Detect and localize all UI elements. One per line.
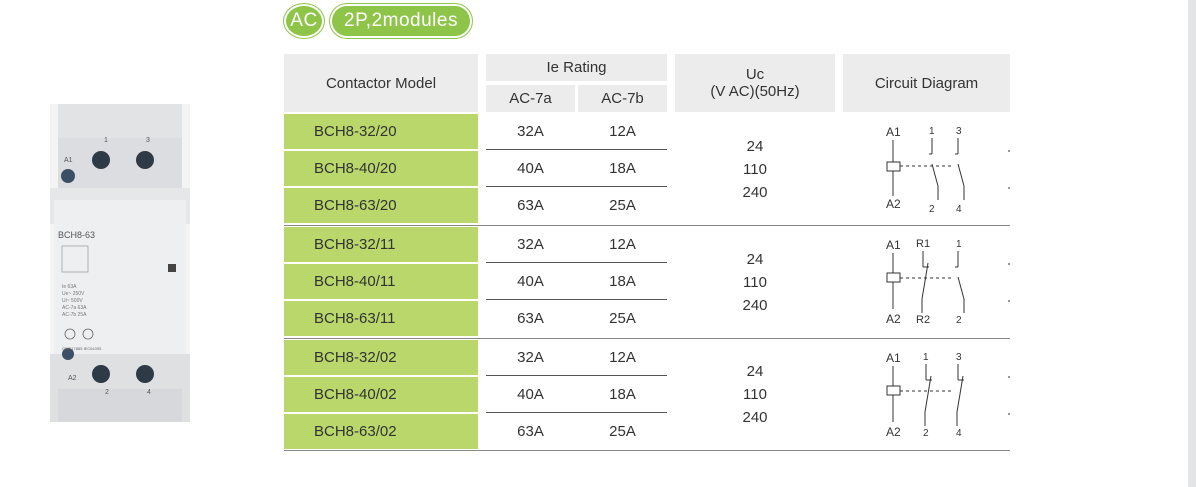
product-spec-1: Ue~ 250V — [62, 291, 85, 297]
config-badge: 2P,2modules — [330, 4, 472, 38]
product-spec-0: Ie 63A — [62, 284, 77, 290]
uc-voltage: 240 — [742, 183, 768, 201]
product-spec-2: Ui~ 500V — [62, 298, 83, 304]
circuit-diagram-2no: A1 A2 1 3 2 4 — [886, 125, 965, 215]
product-terminal-2: 2 — [105, 389, 109, 396]
contactor-spec-table: Contactor Model Ie Rating AC-7a AC-7b Uc… — [284, 54, 1010, 454]
uc-voltage: 240 — [742, 408, 768, 426]
ac7a-cell: 40A — [517, 386, 544, 403]
product-standards: GB/T17885 IEC61095 — [62, 346, 102, 351]
uc-voltage: 24 — [746, 137, 764, 155]
product-model-label: BCH8-63 — [58, 230, 95, 240]
uc-voltage-list: 24 110 240 — [675, 247, 835, 317]
diagram-top-right: 1 — [956, 239, 962, 250]
uc-voltage-list: 24 110 240 — [675, 359, 835, 429]
diagram-a1-label: A1 — [886, 238, 901, 252]
header-circuit: Circuit Diagram — [843, 54, 1010, 112]
model-cell: BCH8-40/20 — [284, 151, 478, 186]
uc-voltage: 110 — [743, 160, 767, 178]
header-model: Contactor Model — [284, 54, 478, 112]
diagram-a2-label: A2 — [886, 425, 901, 439]
ac7a-cell: 63A — [517, 310, 544, 327]
badge-group: AC 2P,2modules — [284, 4, 472, 42]
diagram-bottom-right: 4 — [956, 204, 962, 215]
diagram-top-right: 3 — [956, 352, 962, 363]
diagram-a1-label: A1 — [886, 125, 901, 139]
diagram-top-left: R1 — [916, 238, 930, 250]
uc-voltage: 24 — [746, 250, 764, 268]
product-terminal-4: 4 — [147, 389, 151, 396]
model-cell: BCH8-63/02 — [284, 414, 478, 449]
ac7b-cell: 12A — [609, 123, 636, 140]
circuit-diagram-2nc: A1 A2 1 3 2 4 — [886, 351, 964, 439]
ac7b-cell: 18A — [609, 160, 636, 177]
model-cell: BCH8-40/02 — [284, 377, 478, 412]
ac7a-cell: 32A — [517, 349, 544, 366]
model-cell: BCH8-32/20 — [284, 114, 478, 149]
diagram-bottom-right: 4 — [956, 428, 962, 439]
product-terminal-a2: A2 — [68, 375, 77, 382]
ac7a-cell: 32A — [517, 236, 544, 253]
uc-voltage: 110 — [743, 273, 767, 291]
diagram-bottom-left: R2 — [916, 314, 930, 326]
header-uc: Uc (V AC)(50Hz) — [675, 54, 835, 112]
ac7b-cell: 12A — [609, 349, 636, 366]
product-terminal-1: 1 — [104, 137, 108, 144]
diagram-top-right: 3 — [956, 126, 962, 137]
uc-voltage: 240 — [742, 296, 768, 314]
diagram-bottom-left: 2 — [929, 204, 935, 215]
ac-badge: AC — [284, 4, 324, 38]
model-cell: BCH8-63/20 — [284, 188, 478, 223]
uc-voltage: 24 — [746, 362, 764, 380]
ac7a-cell: 32A — [517, 123, 544, 140]
ac7a-cell: 40A — [517, 160, 544, 177]
ac7b-cell: 12A — [609, 236, 636, 253]
product-spec-3: AC-7a 63A — [62, 305, 87, 311]
diagram-a2-label: A2 — [886, 312, 901, 326]
circuit-diagram-1no1nc: A1 A2 R1 1 R2 2 — [886, 238, 965, 326]
diagram-a1-label: A1 — [886, 351, 901, 365]
model-cell: BCH8-63/11 — [284, 301, 478, 336]
ac7a-cell: 63A — [517, 197, 544, 214]
ac7b-cell: 25A — [609, 310, 636, 327]
product-spec-4: AC-7b 25A — [62, 312, 87, 318]
diagram-bottom-left: 2 — [923, 428, 929, 439]
header-uc-line1: Uc — [745, 66, 765, 83]
product-terminal-a1: A1 — [64, 157, 73, 164]
uc-voltage: 110 — [743, 385, 767, 403]
ac7b-cell: 25A — [609, 423, 636, 440]
diagram-a2-label: A2 — [886, 197, 901, 211]
model-cell: BCH8-32/11 — [284, 227, 478, 262]
right-edge-bar — [1188, 0, 1196, 487]
header-ac7a: AC-7a — [486, 85, 575, 112]
ac7a-cell: 63A — [517, 423, 544, 440]
uc-voltage-list: 24 110 240 — [675, 134, 835, 204]
diagram-top-left: 1 — [929, 126, 935, 137]
diagram-top-left: 1 — [923, 352, 929, 363]
model-cell: BCH8-32/02 — [284, 340, 478, 375]
header-ie-rating: Ie Rating — [486, 54, 667, 81]
header-ac7b: AC-7b — [578, 85, 667, 112]
diagram-bottom-right: 2 — [956, 315, 962, 326]
contactor-product-image: 1 3 A1 BCH8-63 Ie 63A Ue~ 250V Ui~ 500V … — [50, 104, 190, 422]
ac7b-cell: 25A — [609, 197, 636, 214]
ac7b-cell: 18A — [609, 386, 636, 403]
product-terminal-3: 3 — [146, 137, 150, 144]
ac7b-cell: 18A — [609, 273, 636, 290]
model-cell: BCH8-40/11 — [284, 264, 478, 299]
header-uc-line2: (V AC)(50Hz) — [710, 83, 800, 100]
ac7a-cell: 40A — [517, 273, 544, 290]
